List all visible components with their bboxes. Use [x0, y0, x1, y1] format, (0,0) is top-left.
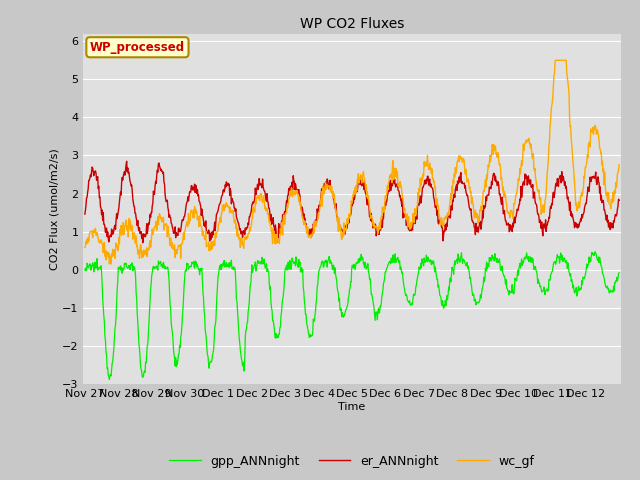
X-axis label: Time: Time — [339, 402, 365, 412]
er_ANNnight — [615, 197, 623, 203]
Line: er_ANNnight: er_ANNnight — [85, 161, 619, 243]
gpp_ANNnight — [615, 270, 623, 276]
Y-axis label: CO2 Flux (umol/m2/s): CO2 Flux (umol/m2/s) — [49, 148, 59, 270]
gpp_ANNnight — [303, 323, 311, 329]
wc_gf — [81, 244, 89, 250]
er_ANNnight — [139, 240, 147, 246]
wc_gf — [108, 261, 115, 267]
wc_gf — [107, 256, 115, 262]
Title: WP CO2 Fluxes: WP CO2 Fluxes — [300, 17, 404, 31]
gpp_ANNnight — [396, 266, 404, 272]
gpp_ANNnight — [108, 373, 115, 379]
wc_gf — [396, 179, 404, 184]
gpp_ANNnight — [81, 267, 89, 273]
er_ANNnight — [304, 227, 312, 233]
Line: gpp_ANNnight: gpp_ANNnight — [85, 252, 619, 379]
gpp_ANNnight — [180, 276, 188, 282]
er_ANNnight — [181, 210, 189, 216]
wc_gf — [598, 162, 605, 168]
wc_gf — [615, 162, 623, 168]
er_ANNnight — [81, 211, 89, 217]
wc_gf — [552, 58, 559, 63]
gpp_ANNnight — [106, 376, 113, 382]
er_ANNnight — [589, 173, 597, 179]
gpp_ANNnight — [598, 264, 605, 270]
er_ANNnight — [107, 232, 115, 238]
Line: wc_gf: wc_gf — [85, 60, 619, 264]
er_ANNnight — [397, 197, 404, 203]
wc_gf — [589, 132, 597, 137]
er_ANNnight — [123, 158, 131, 164]
er_ANNnight — [598, 200, 605, 205]
Legend: gpp_ANNnight, er_ANNnight, wc_gf: gpp_ANNnight, er_ANNnight, wc_gf — [164, 450, 540, 473]
wc_gf — [180, 229, 188, 235]
gpp_ANNnight — [591, 249, 599, 254]
Text: WP_processed: WP_processed — [90, 41, 185, 54]
gpp_ANNnight — [589, 252, 596, 257]
wc_gf — [303, 230, 311, 236]
